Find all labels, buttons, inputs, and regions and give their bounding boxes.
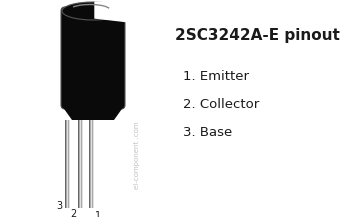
Polygon shape [68, 120, 69, 208]
Polygon shape [78, 120, 79, 208]
Text: 2. Collector: 2. Collector [183, 98, 259, 111]
Ellipse shape [62, 2, 124, 20]
Text: 1: 1 [95, 211, 101, 217]
Polygon shape [80, 120, 81, 208]
Text: 2: 2 [70, 209, 76, 217]
Polygon shape [90, 120, 93, 208]
Polygon shape [62, 106, 124, 120]
Text: 1. Emitter: 1. Emitter [183, 70, 249, 83]
FancyBboxPatch shape [61, 7, 125, 109]
Polygon shape [81, 120, 82, 208]
Polygon shape [67, 120, 68, 208]
Polygon shape [66, 120, 68, 208]
Text: 2SC3242A-E pinout: 2SC3242A-E pinout [175, 28, 340, 43]
Polygon shape [95, 2, 130, 22]
Text: 3: 3 [56, 201, 62, 211]
Polygon shape [88, 120, 90, 208]
Text: el-component .com: el-component .com [134, 121, 140, 189]
Polygon shape [91, 120, 92, 208]
Text: 3. Base: 3. Base [183, 126, 232, 139]
Polygon shape [79, 120, 81, 208]
Polygon shape [65, 120, 66, 208]
